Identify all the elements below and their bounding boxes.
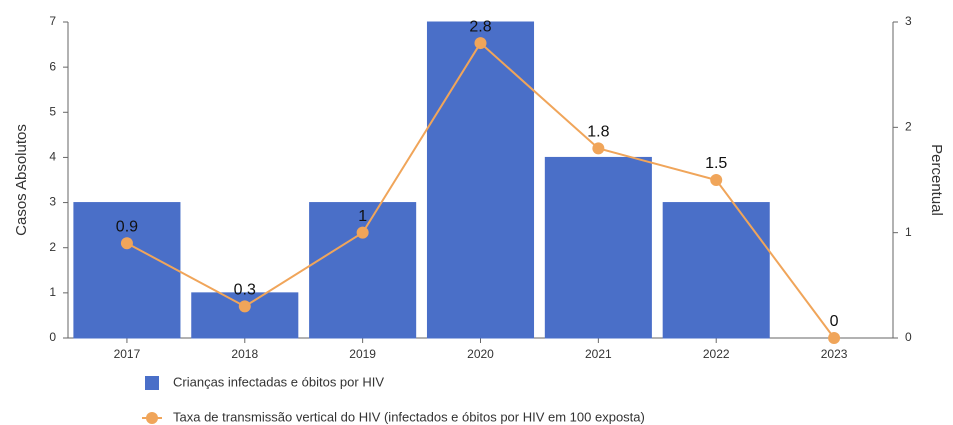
line-point <box>356 226 369 239</box>
y-tick-label: 6 <box>49 59 56 73</box>
y-tick-label: 2 <box>49 240 56 254</box>
data-label: 2.8 <box>469 18 491 35</box>
x-tick-label: 2020 <box>467 347 494 361</box>
y2-tick-label: 0 <box>905 330 912 344</box>
bar <box>662 202 770 339</box>
line-point <box>238 300 251 313</box>
x-tick-label: 2018 <box>231 347 258 361</box>
data-label: 0.9 <box>116 218 138 235</box>
y-axis-label: Casos Absolutos <box>13 124 30 236</box>
bar <box>426 21 535 339</box>
line-point <box>120 237 133 250</box>
line-point <box>592 142 605 155</box>
y-tick-label: 1 <box>49 285 56 299</box>
bar <box>191 292 299 339</box>
legend-swatch <box>145 376 159 390</box>
x-tick-label: 2019 <box>349 347 376 361</box>
y2-tick-label: 2 <box>905 120 912 134</box>
y2-axis-label: Percentual <box>928 144 945 216</box>
data-label: 1 <box>358 208 367 225</box>
y2-tick-label: 3 <box>905 14 912 28</box>
legend-label: Crianças infectadas e óbitos por HIV <box>173 374 384 389</box>
legend-marker <box>146 412 158 424</box>
x-tick-label: 2023 <box>821 347 848 361</box>
line-point <box>474 37 487 50</box>
y-tick-label: 7 <box>49 14 56 28</box>
legend-label: Taxa de transmissão vertical do HIV (inf… <box>173 409 645 424</box>
bar <box>73 202 181 339</box>
line-point <box>828 332 841 344</box>
data-label: 0 <box>830 313 839 330</box>
bar <box>309 202 417 339</box>
y-tick-label: 3 <box>49 195 56 209</box>
x-tick-label: 2017 <box>114 347 141 361</box>
bar <box>544 156 652 339</box>
line-point <box>710 174 723 186</box>
x-tick-label: 2022 <box>703 347 730 361</box>
data-label: 1.8 <box>587 124 609 141</box>
x-tick-label: 2021 <box>585 347 612 361</box>
data-label: 1.5 <box>705 155 727 172</box>
y-tick-label: 5 <box>49 104 56 118</box>
y-tick-label: 4 <box>49 150 56 164</box>
data-label: 0.3 <box>234 282 256 299</box>
y-tick-label: 0 <box>49 330 56 344</box>
y2-tick-label: 1 <box>905 225 912 239</box>
